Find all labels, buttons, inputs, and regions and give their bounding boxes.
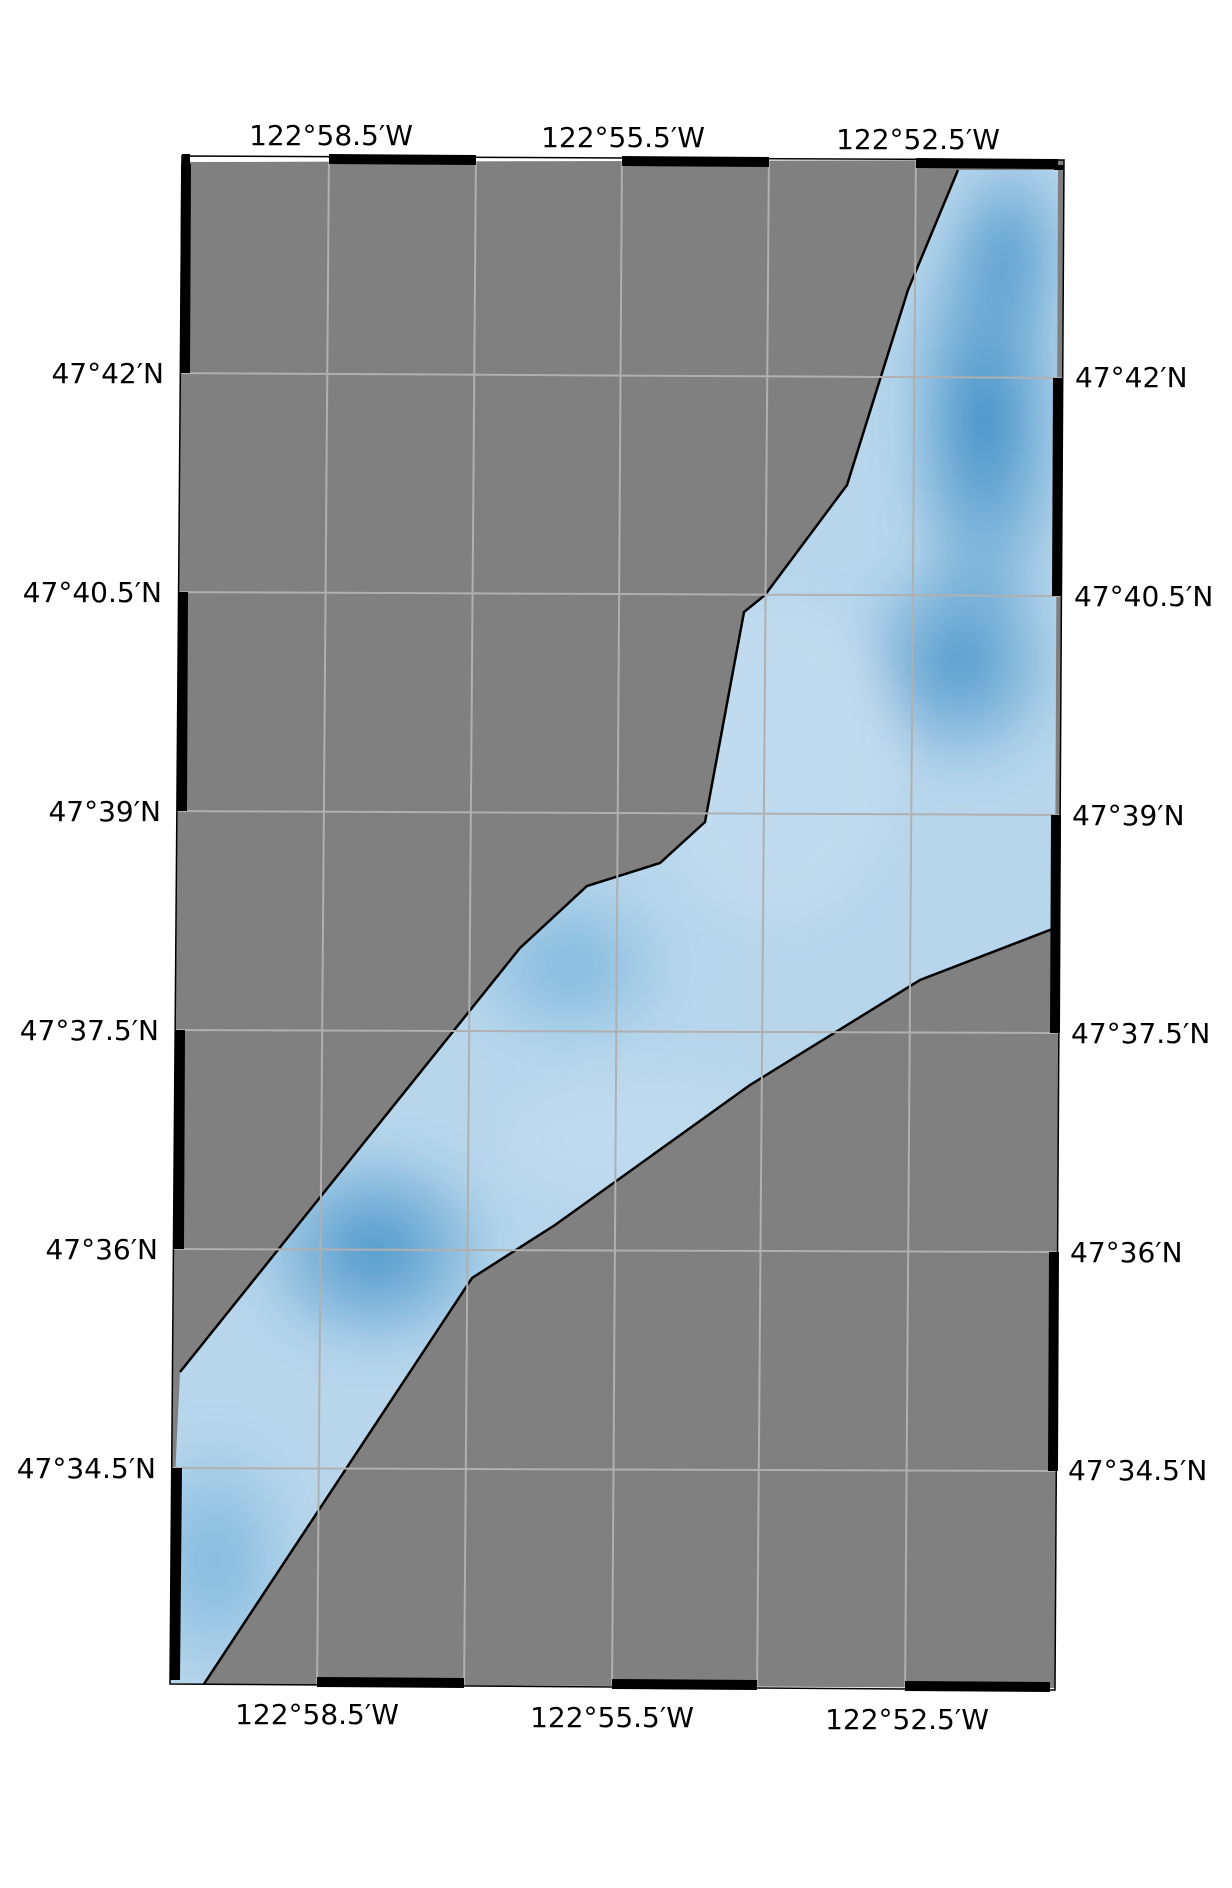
frame-segment-top xyxy=(621,156,770,167)
lat-label-left-6: 47°34.5′N xyxy=(17,1452,156,1485)
lat-label-right-1: 47°42′N xyxy=(1075,361,1188,394)
graticule xyxy=(170,160,1064,1688)
lat-label-right-2: 47°40.5′N xyxy=(1074,580,1213,613)
meridian-line xyxy=(611,160,623,1688)
lon-label-top-1: 122°58.5′W xyxy=(249,119,413,152)
parallel-line xyxy=(170,1029,1064,1034)
lat-label-left-4: 47°37.5′N xyxy=(20,1014,159,1047)
lon-label-bottom-1: 122°58.5′W xyxy=(235,1698,399,1731)
top-longitude-labels: 122°58.5′W 122°55.5′W 122°52.5′W xyxy=(249,119,1000,156)
frame-segment-left xyxy=(174,1029,185,1250)
frame-segment-bottom xyxy=(611,1679,758,1690)
parallel-line xyxy=(170,372,1064,379)
lon-label-bottom-2: 122°55.5′W xyxy=(530,1701,694,1734)
lat-label-left-5: 47°36′N xyxy=(45,1233,158,1266)
parallel-line xyxy=(170,1248,1064,1253)
frame-segment-right xyxy=(1052,377,1063,597)
lat-label-right-3: 47°39′N xyxy=(1072,799,1185,832)
frame-segment-right xyxy=(1048,1251,1059,1472)
meridian-line xyxy=(463,160,477,1688)
parallel-line xyxy=(170,1467,1064,1472)
lat-label-right-5: 47°36′N xyxy=(1070,1236,1183,1269)
frame-segment-top xyxy=(915,158,1059,169)
lon-label-top-3: 122°52.5′W xyxy=(836,123,1000,156)
frame-outline xyxy=(169,155,1065,1691)
east-coastline xyxy=(198,926,1056,1688)
frame-segment-left xyxy=(180,163,191,374)
lat-label-right-6: 47°34.5′N xyxy=(1068,1454,1207,1487)
lat-label-left-3: 47°39′N xyxy=(48,795,161,828)
meridian-line xyxy=(904,160,917,1688)
parallel-line xyxy=(170,591,1064,597)
lat-label-right-4: 47°37.5′N xyxy=(1071,1017,1210,1050)
lon-label-top-2: 122°55.5′W xyxy=(541,121,705,154)
lat-label-left-2: 47°40.5′N xyxy=(23,576,162,609)
lon-label-bottom-3: 122°52.5′W xyxy=(825,1703,989,1736)
parallel-line xyxy=(170,810,1064,816)
frame-segment-left xyxy=(177,591,188,812)
frame-segment-left xyxy=(170,1467,182,1681)
lat-label-left-1: 47°42′N xyxy=(51,357,164,390)
frame-segment-right xyxy=(1050,814,1061,1034)
frame-segment-top xyxy=(328,154,477,165)
meridian-line xyxy=(756,160,770,1688)
right-latitude-labels: 47°42′N 47°40.5′N 47°39′N 47°37.5′N 47°3… xyxy=(1068,361,1213,1487)
map-frame xyxy=(169,154,1065,1692)
left-latitude-labels: 47°42′N 47°40.5′N 47°39′N 47°37.5′N 47°3… xyxy=(17,357,164,1485)
frame-segment-bottom xyxy=(316,1677,465,1688)
west-coastline xyxy=(179,169,960,1373)
meridian-line xyxy=(316,160,330,1688)
bottom-longitude-labels: 122°58.5′W 122°55.5′W 122°52.5′W xyxy=(235,1698,989,1736)
frame-segment-bottom xyxy=(904,1681,1051,1692)
